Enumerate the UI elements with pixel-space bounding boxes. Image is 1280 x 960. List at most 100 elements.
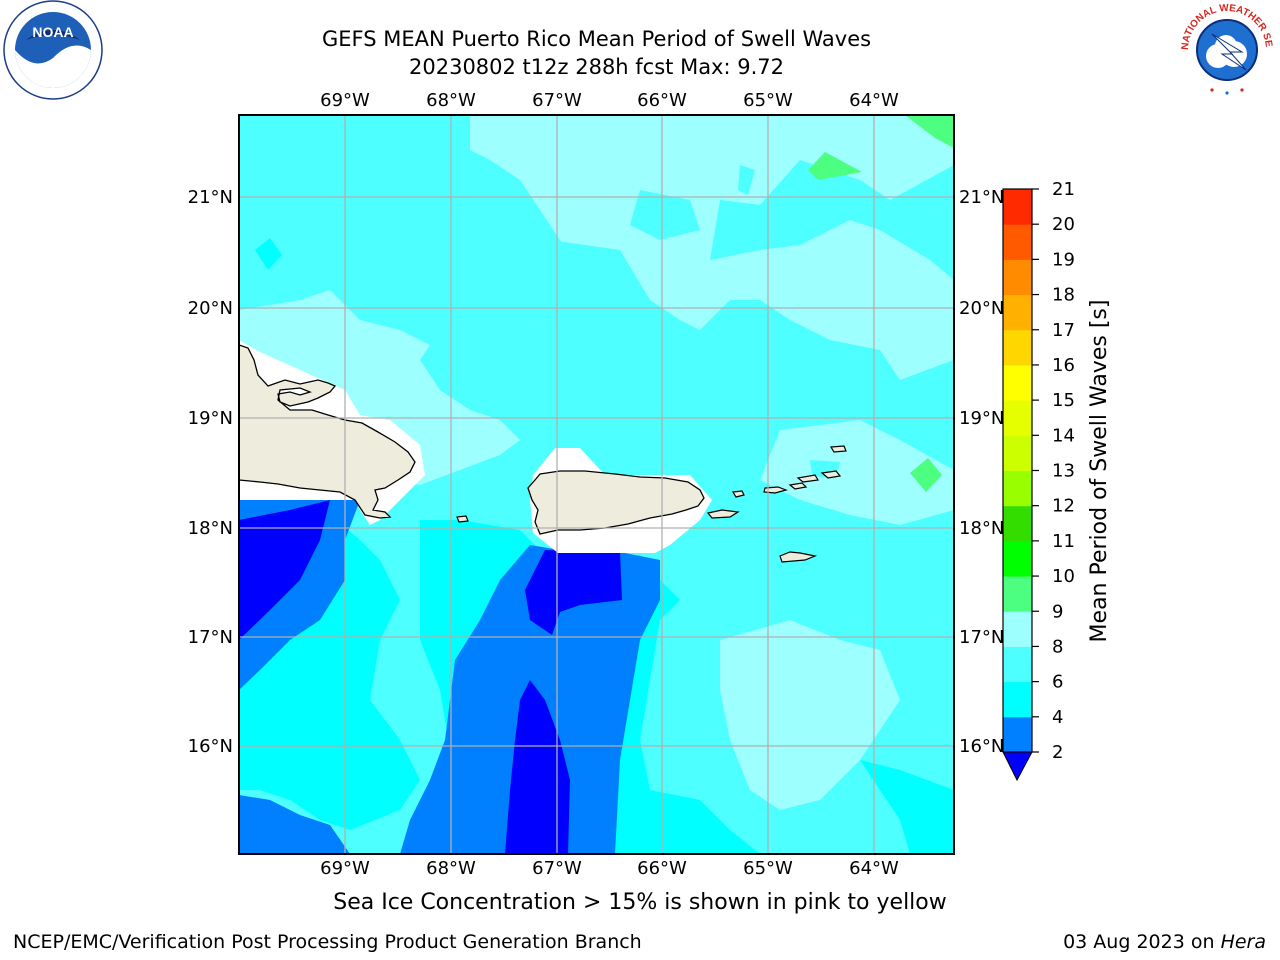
lat-label: 17°N (188, 627, 233, 648)
colorbar-tick-label: 9 (1052, 601, 1063, 622)
lat-label: 17°N (959, 627, 1004, 648)
lat-label: 21°N (188, 187, 233, 208)
colorbar-tick-label: 21 (1052, 179, 1075, 200)
lat-label: 16°N (959, 736, 1004, 757)
noaa-logo: NOAA (3, 0, 103, 100)
colorbar-tick-label: 20 (1052, 214, 1075, 235)
colorbar-bin (1003, 681, 1032, 718)
contour-4-6-southeast (860, 760, 954, 854)
colorbar-bin (1003, 470, 1032, 507)
graticule (239, 115, 954, 854)
contour-6-8-pocket-3 (738, 165, 755, 195)
land-st-thomas (763, 486, 788, 494)
sea-ice-note: Sea Ice Concentration > 15% is shown in … (333, 890, 947, 915)
lat-labels-right: 21°N 20°N 19°N 18°N 17°N 16°N (959, 187, 1004, 757)
lon-label: 68°W (426, 90, 476, 111)
colorbar-tick-label: 13 (1052, 461, 1075, 482)
map-title: GEFS MEAN Puerto Rico Mean Period of Swe… (321, 27, 872, 51)
colorbar-label: Mean Period of Swell Waves [s] (1087, 300, 1112, 643)
lat-label: 21°N (959, 187, 1004, 208)
lon-label: 65°W (743, 858, 793, 879)
contour-lt2-south2 (505, 680, 570, 854)
lon-label: 66°W (637, 90, 687, 111)
contour-6-8-pocket-1 (630, 190, 700, 240)
lat-labels-left: 21°N 20°N 19°N 18°N 17°N 16°N (188, 187, 233, 757)
map-frame (238, 114, 955, 855)
contour-8-9-south (720, 620, 900, 810)
colorbar-tick-label: 10 (1052, 566, 1075, 587)
land-st-john (788, 482, 808, 490)
colorbar-bin (1003, 505, 1032, 542)
contour-4-6-patch (255, 238, 282, 270)
contour-9-10-spot-2 (910, 458, 942, 492)
lon-label: 65°W (743, 90, 793, 111)
contour-9-10-spot-1 (808, 152, 862, 180)
colorbar-extend-triangle (1002, 751, 1033, 782)
lon-label: 69°W (320, 858, 370, 879)
footer-date-text: 03 Aug 2023 on (1063, 931, 1221, 953)
colorbar-tick-label: 2 (1052, 742, 1063, 763)
contour-field (239, 115, 954, 854)
colorbar-bin (1003, 716, 1032, 753)
map-subtitle: 20230802 t12z 288h fcst Max: 9.72 (409, 55, 784, 79)
colorbar-tick-label: 4 (1052, 707, 1063, 728)
colorbar-bin (1003, 364, 1032, 401)
lat-label: 19°N (959, 408, 1004, 429)
land-tortola (796, 474, 819, 483)
lon-labels-bottom: 69°W 68°W 67°W 66°W 65°W 64°W (320, 858, 899, 879)
land-puerto-rico (527, 470, 705, 535)
colorbar-tick-label: 16 (1052, 355, 1075, 376)
land-vieques (706, 509, 740, 519)
colorbar-bin (1003, 224, 1032, 260)
colorbar-bin (1003, 540, 1032, 577)
lon-label: 64°W (849, 90, 899, 111)
contour-8-9-east (760, 420, 954, 525)
colorbar-bins (1003, 189, 1032, 753)
colorbar-bin (1003, 435, 1032, 471)
contour-8-9-north (470, 115, 954, 380)
colorbar-tick-label: 18 (1052, 285, 1075, 306)
colorbar-bin (1003, 329, 1032, 366)
colorbar-bin (1003, 294, 1032, 331)
footer-credit: NCEP/EMC/Verification Post Processing Pr… (13, 931, 642, 953)
colorbar-bin (1003, 646, 1032, 683)
colorbar-tick-label: 6 (1052, 672, 1063, 693)
colorbar-tick-label: 8 (1052, 636, 1063, 657)
land-culebra (732, 490, 745, 498)
land-st-croix (779, 551, 818, 563)
colorbar-tick-label: 11 (1052, 531, 1075, 552)
lat-label: 18°N (959, 518, 1004, 539)
contour-2-4-southwest (239, 795, 350, 854)
lat-label: 20°N (959, 298, 1004, 319)
colorbar-bin (1003, 611, 1032, 647)
colorbar-bin (1003, 259, 1032, 296)
contour-lt2-west (239, 500, 330, 640)
contour-lt2-south1 (525, 550, 622, 635)
lon-label: 64°W (849, 858, 899, 879)
contour-9-10-ne-corner (905, 115, 954, 148)
colorbar-tick-label: 14 (1052, 425, 1075, 446)
lon-label: 69°W (320, 90, 370, 111)
land-hispaniola (239, 344, 416, 519)
lat-label: 19°N (188, 408, 233, 429)
footer-machine: Hera (1220, 931, 1266, 953)
lon-labels-top: 69°W 68°W 67°W 66°W 65°W 64°W (320, 90, 899, 111)
lon-label: 67°W (532, 90, 582, 111)
land-virgin-gorda (820, 470, 842, 479)
lat-label: 20°N (188, 298, 233, 319)
colorbar-tick-label: 12 (1052, 496, 1075, 517)
colorbar-bin (1003, 576, 1032, 612)
colorbar-tick-label: 17 (1052, 320, 1075, 341)
nws-logo: NATIONAL WEATHER SERVICE (1176, 0, 1275, 98)
contour-6-8-pocket-4 (460, 350, 486, 380)
footer-date: 03 Aug 2023 on Hera (1063, 931, 1266, 953)
noaa-logo-text: NOAA (32, 24, 73, 40)
land-anegada (829, 445, 847, 453)
colorbar: 2 4 6 8 9 10 11 12 13 14 15 16 17 18 19 20 21 Mean Perio… (1002, 179, 1112, 782)
colorbar-tick-label: 15 (1052, 390, 1075, 411)
land-mona-island (456, 515, 469, 523)
lon-label: 68°W (426, 858, 476, 879)
colorbar-ticks: 2 4 6 8 9 10 11 12 13 14 15 16 17 18 19 20 21 (1032, 179, 1075, 763)
colorbar-bin (1003, 189, 1032, 225)
